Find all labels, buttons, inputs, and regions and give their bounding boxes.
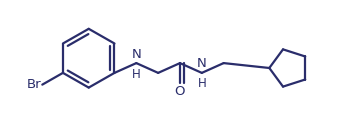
Text: N: N: [131, 48, 141, 61]
Text: N: N: [197, 57, 207, 70]
Text: Br: Br: [27, 78, 41, 91]
Text: H: H: [132, 68, 141, 81]
Text: O: O: [175, 85, 185, 98]
Text: H: H: [197, 77, 206, 90]
